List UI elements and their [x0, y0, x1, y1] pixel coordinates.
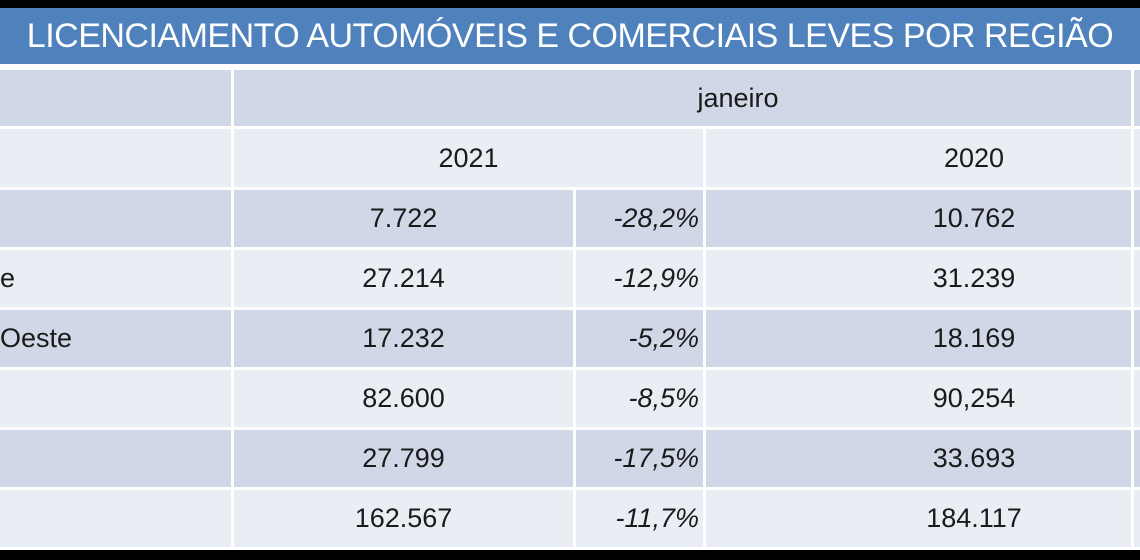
year-header-2021: 2021 — [234, 129, 703, 187]
value-2021-cell: 162.567 — [234, 490, 573, 547]
month-header-row: janeiro — [0, 70, 1140, 126]
region-label-cell: e — [0, 250, 231, 307]
value-2020-cell: 10.762 — [706, 190, 1140, 247]
year-header-2020: 2020 — [706, 129, 1140, 187]
value-2020-cell: 33.693 — [706, 430, 1140, 487]
region-label-cell — [0, 370, 231, 427]
value-2021-cell: 7.722 — [234, 190, 573, 247]
value-2020-cell: 31.239 — [706, 250, 1140, 307]
value-2021-cell: 17.232 — [234, 310, 573, 367]
table-area: LICENCIAMENTO AUTOMÓVEIS E COMERCIAIS LE… — [0, 8, 1140, 550]
table-row: e 27.214 -12,9% 31.239 — [0, 250, 1140, 307]
licensing-table: janeiro 2021 2020 7.722 -28,2% 10.762 e … — [0, 70, 1140, 547]
table-row: 7.722 -28,2% 10.762 — [0, 190, 1140, 247]
value-2021-cell: 27.214 — [234, 250, 573, 307]
month-header-cell: janeiro — [234, 70, 1140, 126]
pct-change-cell: -12,9% — [576, 250, 703, 307]
value-2020-cell: 184.117 — [706, 490, 1140, 547]
right-edge-gridline — [1131, 70, 1134, 547]
pct-change-cell: -11,7% — [576, 490, 703, 547]
value-2021-cell: 27.799 — [234, 430, 573, 487]
table-row: Oeste 17.232 -5,2% 18.169 — [0, 310, 1140, 367]
pct-change-cell: -8,5% — [576, 370, 703, 427]
region-label-cell — [0, 490, 231, 547]
value-2021-cell: 82.600 — [234, 370, 573, 427]
table-row: 27.799 -17,5% 33.693 — [0, 430, 1140, 487]
value-2020-cell: 18.169 — [706, 310, 1140, 367]
pct-change-cell: -5,2% — [576, 310, 703, 367]
corner-cell-year-row — [0, 129, 231, 187]
region-label-cell — [0, 430, 231, 487]
region-label-cell: Oeste — [0, 310, 231, 367]
pct-change-cell: -28,2% — [576, 190, 703, 247]
corner-cell-month-row — [0, 70, 231, 126]
table-title-bar: LICENCIAMENTO AUTOMÓVEIS E COMERCIAIS LE… — [0, 8, 1140, 64]
table-row: 82.600 -8,5% 90,254 — [0, 370, 1140, 427]
year-header-row: 2021 2020 — [0, 129, 1140, 187]
table-title: LICENCIAMENTO AUTOMÓVEIS E COMERCIAIS LE… — [26, 16, 1114, 55]
table-row-total: 162.567 -11,7% 184.117 — [0, 490, 1140, 547]
value-2020-cell: 90,254 — [706, 370, 1140, 427]
pct-change-cell: -17,5% — [576, 430, 703, 487]
region-label-cell — [0, 190, 231, 247]
